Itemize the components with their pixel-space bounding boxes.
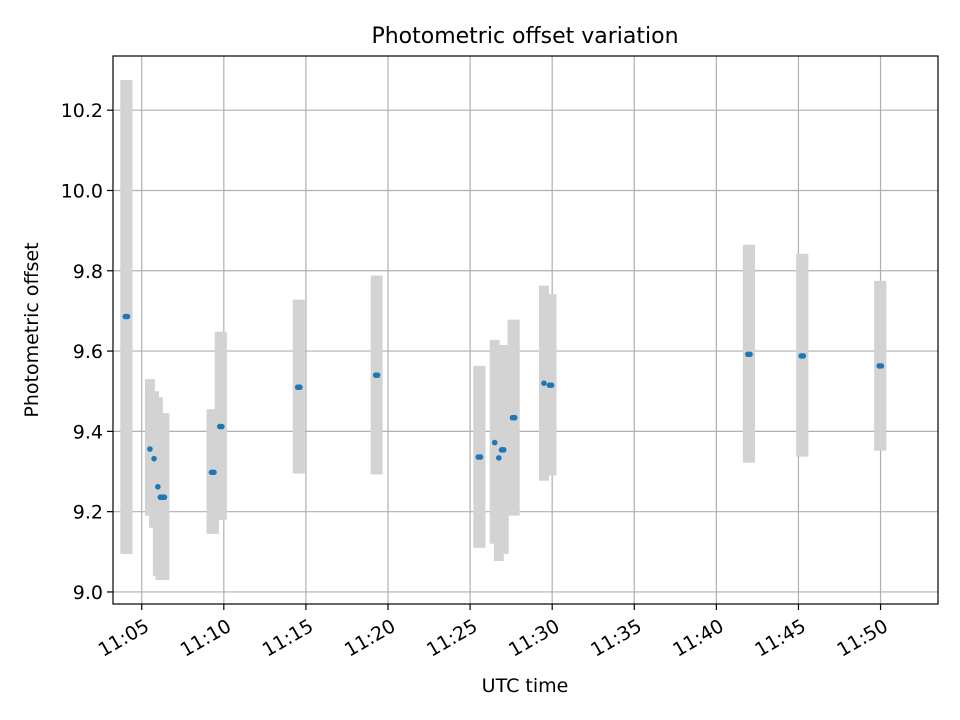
- data-point: [800, 353, 807, 359]
- data-point: [500, 447, 507, 453]
- data-point: [541, 380, 547, 386]
- data-point: [548, 382, 555, 389]
- data-point: [147, 446, 153, 452]
- data-point: [747, 351, 753, 358]
- y-axis-label: Photometric offset: [21, 242, 43, 417]
- data-points: [122, 313, 885, 501]
- data-point: [496, 455, 502, 461]
- data-point: [211, 469, 217, 476]
- y-tick-label: 9.8: [73, 261, 103, 283]
- y-tick-label: 9.4: [73, 421, 103, 443]
- data-point: [151, 455, 157, 462]
- data-point: [219, 423, 225, 430]
- data-point: [297, 384, 303, 391]
- y-tick-label: 9.0: [73, 582, 103, 604]
- data-point: [477, 454, 484, 460]
- y-tick-label: 9.6: [73, 341, 103, 363]
- y-tick-label: 9.2: [73, 502, 103, 524]
- data-point: [511, 414, 518, 421]
- data-point: [155, 483, 161, 490]
- data-point: [161, 494, 168, 501]
- x-axis-label: UTC time: [482, 675, 569, 697]
- y-tick-label: 10.0: [61, 180, 103, 202]
- data-point: [124, 313, 131, 320]
- chart-title: Photometric offset variation: [371, 24, 678, 49]
- data-point: [491, 439, 498, 446]
- y-tick-label: 10.2: [61, 100, 103, 122]
- y-axis-ticks: 9.0 9.2 9.4 9.6 9.8 10.0 10.2: [61, 100, 113, 604]
- plot-frame: [112, 55, 939, 605]
- data-point: [374, 372, 381, 378]
- data-point: [878, 363, 885, 369]
